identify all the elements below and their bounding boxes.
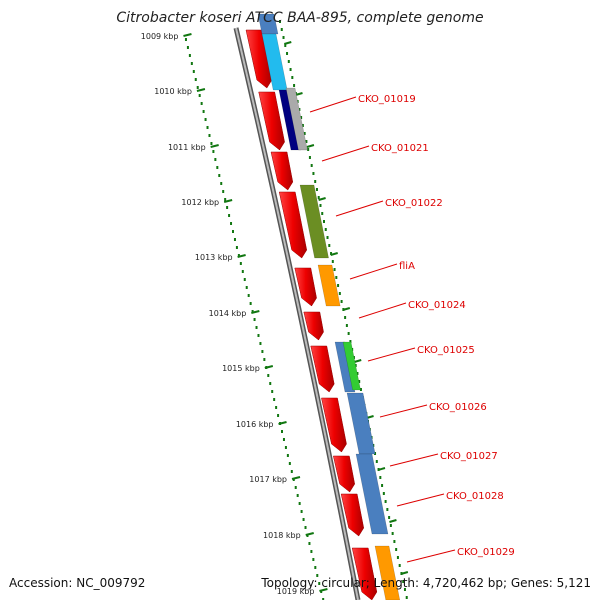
cds-arrow (258, 91, 285, 151)
kbp-tick-label: 1012 kbp (181, 198, 219, 207)
cds-arrow (321, 397, 347, 453)
kbp-tick (237, 254, 246, 258)
gene-label[interactable]: CKO_01026 (429, 402, 487, 413)
gene-track (245, 29, 378, 600)
gene-leader-line (358, 302, 407, 319)
gene-label[interactable]: CKO_01025 (417, 345, 475, 356)
gene-label[interactable]: CKO_01022 (385, 198, 443, 209)
gene-labels: CKO_01019 CKO_01021 CKO_01022 fliA CKO_01024… (309, 94, 515, 563)
gene-leader-line (321, 145, 370, 162)
map-title: Citrobacter koseri ATCC BAA-895, complet… (116, 10, 484, 26)
kbp-tick-label: 1014 kbp (209, 309, 247, 318)
cds-arrow (351, 547, 378, 600)
cds-arrow (333, 455, 355, 493)
cog-block (285, 87, 308, 151)
kbp-tick (278, 421, 287, 425)
cds-arrow (340, 493, 364, 537)
gene-leader-line (396, 493, 445, 507)
cds-arrow (270, 151, 294, 191)
kbp-tick-label: 1016 kbp (236, 420, 274, 429)
kbp-tick-label: 1018 kbp (263, 531, 301, 540)
gene-label[interactable]: CKO_01027 (440, 451, 498, 462)
gene-leader-line (335, 200, 384, 217)
cog-block (346, 392, 376, 455)
gene-label[interactable]: CKO_01021 (371, 143, 429, 154)
gene-leader-line (367, 347, 416, 362)
cog-block (317, 264, 341, 307)
kbp-tick (183, 33, 192, 37)
gene-leader-line (389, 453, 439, 467)
kbp-tick (251, 310, 260, 314)
cog-block (374, 545, 401, 600)
gene-label[interactable]: CKO_01024 (408, 300, 466, 311)
gene-leader-line (379, 404, 428, 418)
gene-label[interactable]: CKO_01029 (457, 547, 515, 558)
cds-arrow (278, 191, 308, 259)
cds-arrow (294, 267, 317, 307)
kbp-tick-label: 1017 kbp (249, 475, 287, 484)
cog-block (299, 184, 329, 259)
cog-block (334, 341, 356, 393)
gene-leader-line (406, 549, 456, 563)
genome-summary-text: Topology: circular; Length: 4,720,462 bp… (261, 576, 591, 590)
cds-arrow (303, 311, 324, 341)
gene-leader-line (309, 96, 357, 113)
gene-leader-line (349, 263, 398, 280)
kbp-tick (223, 199, 233, 203)
kbp-tick-label: 1010 kbp (154, 87, 192, 96)
accession-text: Accession: NC_009792 (9, 576, 146, 590)
kbp-tick-label: 1011 kbp (168, 143, 206, 152)
cog-block (342, 341, 361, 391)
kbp-tick (196, 88, 206, 92)
cog-track (257, 13, 401, 600)
kbp-tick-label: 1013 kbp (195, 253, 233, 262)
gene-label[interactable]: CKO_01028 (446, 491, 504, 502)
cog-block (355, 453, 389, 535)
cds-arrow (310, 345, 335, 393)
kbp-tick (319, 588, 328, 592)
kbp-tick (264, 365, 274, 369)
gene-label[interactable]: CKO_01019 (358, 94, 416, 105)
backbone (233, 27, 361, 600)
gene-label[interactable]: fliA (399, 261, 415, 272)
cds-arrow (245, 29, 273, 89)
kbp-tick (210, 144, 219, 148)
kbp-tick-label: 1009 kbp (141, 32, 179, 41)
kbp-tick (305, 532, 314, 536)
cog-block (257, 13, 279, 35)
kbp-tick-label: 1015 kbp (222, 364, 260, 373)
kbp-tick (291, 476, 301, 480)
kbp-axis: 1009 kbp 1010 kbp 1011 kbp 1012 kbp 1013 kbp… (141, 20, 409, 600)
kbp-tick-label: 1019 kbp (277, 587, 315, 596)
